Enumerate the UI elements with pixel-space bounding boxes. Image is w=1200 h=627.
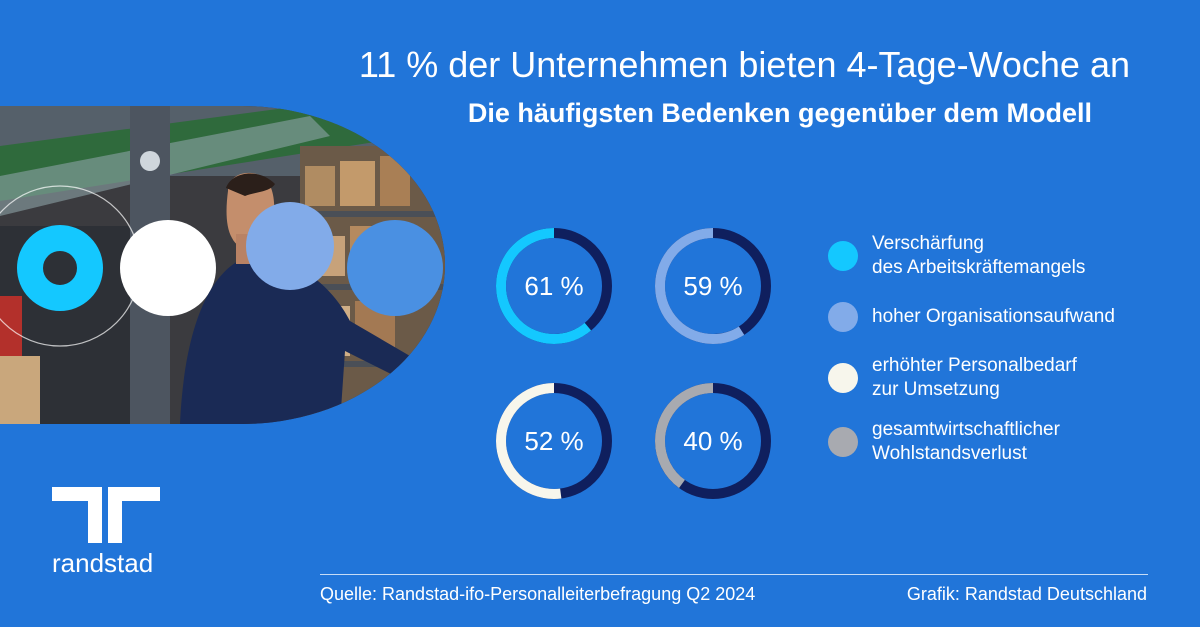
legend-swatch bbox=[828, 302, 858, 332]
donut-value-label: 52 % bbox=[524, 426, 583, 456]
donut-arc-1 bbox=[655, 228, 771, 344]
donut-chart: 61 % 59 % 52 % 40 % bbox=[496, 228, 771, 499]
legend-item: gesamtwirtschaftlicher Wohlstandsverlust bbox=[828, 418, 1060, 466]
chart-title: 11 % der Unternehmen bieten 4-Tage-Woche… bbox=[358, 44, 1130, 85]
legend-swatch bbox=[828, 241, 858, 271]
legend-label: Verschärfung des Arbeitskräftemangels bbox=[872, 233, 1086, 278]
legend-item: hoher Organisationsaufwand bbox=[828, 302, 1115, 332]
source-note: Quelle: Randstad-ifo-Personalleiterbefra… bbox=[320, 584, 756, 604]
donut-value-label: 40 % bbox=[683, 426, 742, 456]
randstad-logo-icon bbox=[52, 487, 160, 543]
legend-label: gesamtwirtschaftlicher Wohlstandsverlust bbox=[872, 419, 1060, 464]
footer-divider bbox=[320, 574, 1148, 575]
donut-arc-3 bbox=[655, 383, 771, 499]
brand-name: randstad bbox=[52, 548, 154, 578]
donut-arc-2 bbox=[496, 383, 612, 499]
donut-arc-0 bbox=[496, 228, 612, 344]
legend-swatch bbox=[828, 363, 858, 393]
donut-value-label: 61 % bbox=[524, 271, 583, 301]
legend-label: hoher Organisationsaufwand bbox=[872, 306, 1115, 327]
warehouse-photo bbox=[0, 106, 445, 424]
legend-item: erhöhter Personalbedarf zur Umsetzung bbox=[828, 354, 1077, 402]
chart-subtitle: Die häufigsten Bedenken gegenüber dem Mo… bbox=[467, 98, 1092, 128]
legend-label: erhöhter Personalbedarf zur Umsetzung bbox=[872, 355, 1077, 400]
donut-value-label: 59 % bbox=[683, 271, 742, 301]
legend-swatch bbox=[828, 427, 858, 457]
legend-item: Verschärfung des Arbeitskräftemangels bbox=[828, 232, 1085, 280]
graphic-credit: Grafik: Randstad Deutschland bbox=[906, 584, 1147, 604]
